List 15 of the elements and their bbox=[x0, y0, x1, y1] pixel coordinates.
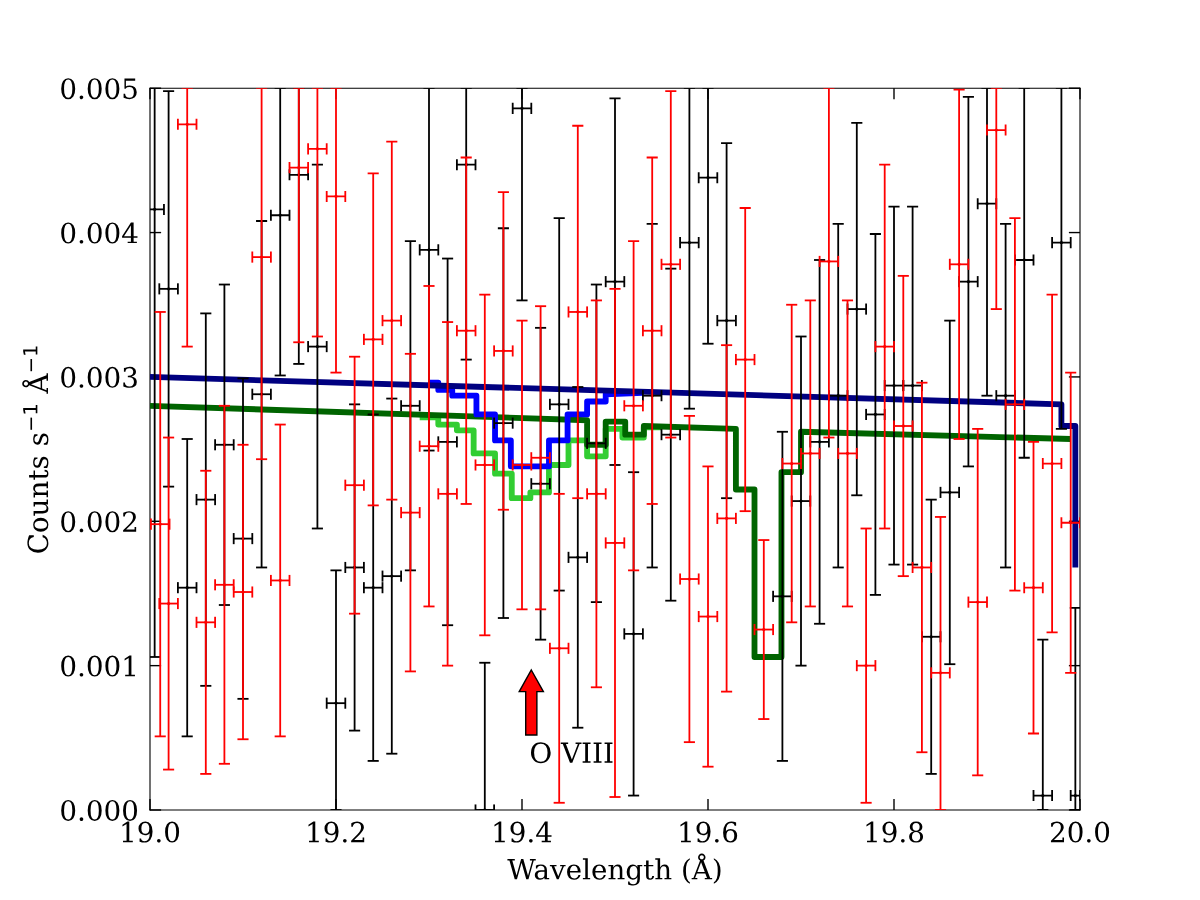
x-tick-label: 19.2 bbox=[308, 821, 365, 843]
y-tick-label: 0.005 bbox=[61, 78, 137, 100]
x-tick-label: 19.0 bbox=[122, 821, 180, 843]
y-tick-label: 0.003 bbox=[61, 366, 137, 388]
x-tick-label: 19.4 bbox=[494, 821, 552, 843]
x-axis-title: Wavelength (Å) bbox=[507, 853, 721, 886]
x-tick-label: 19.8 bbox=[866, 821, 924, 843]
x-tick-label: 19.6 bbox=[680, 821, 738, 843]
y-tick-label: 0.001 bbox=[61, 655, 135, 677]
y-tick-label: 0.004 bbox=[61, 222, 138, 244]
y-axis-title: Counts s$^{−1}$ Å$^{−1}$ bbox=[22, 346, 49, 553]
annotation: O VIII bbox=[531, 742, 613, 764]
y-tick-label: 0.002 bbox=[61, 511, 137, 533]
y-tick-label: 0.000 bbox=[61, 799, 138, 821]
x-tick-label: 20.0 bbox=[1050, 821, 1110, 843]
